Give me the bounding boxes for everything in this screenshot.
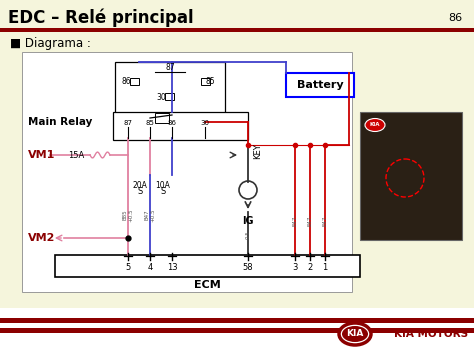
Text: 2: 2 [307,262,313,272]
Bar [201,78,210,85]
Bar [360,112,462,240]
Text: 30: 30 [156,92,166,102]
Bar [286,73,354,97]
Text: IG: IG [242,216,254,226]
Text: 3: 3 [292,262,298,272]
Ellipse shape [339,323,371,345]
Text: 85: 85 [205,77,215,87]
Text: 85: 85 [146,120,155,126]
Text: S: S [160,187,165,196]
Ellipse shape [342,326,368,342]
Text: 87: 87 [165,64,175,73]
Bar [0,328,474,333]
Text: E47-: E47- [292,214,298,226]
Text: E47-: E47- [322,214,328,226]
Text: 30: 30 [201,120,210,126]
Text: B47
+0.5: B47 +0.5 [145,208,155,222]
Text: 0.5: 0.5 [246,231,250,239]
Text: KIA: KIA [346,329,364,339]
Bar [155,113,169,123]
Bar [130,78,139,85]
Text: 20A: 20A [133,180,147,190]
Text: E47-: E47- [308,214,312,226]
Bar [165,93,174,100]
Text: 86: 86 [448,13,462,23]
Text: ECM: ECM [193,280,220,290]
Bar [0,28,474,31]
Text: VM2: VM2 [28,233,55,243]
Text: EDC – Relé principal: EDC – Relé principal [8,9,193,27]
Text: 87: 87 [124,120,133,126]
Bar [22,52,352,292]
Text: 86: 86 [167,120,176,126]
Text: 4: 4 [147,262,153,272]
Text: S: S [137,187,143,196]
Text: 1: 1 [322,262,328,272]
Text: 10A: 10A [155,180,171,190]
Text: KIA MOTORS: KIA MOTORS [394,329,468,339]
Text: 58: 58 [243,262,253,272]
Text: VM1: VM1 [28,150,55,160]
Bar [115,62,225,117]
Text: KEY: KEY [254,143,263,159]
Text: B85
+0.5: B85 +0.5 [123,208,133,222]
Text: 15A: 15A [68,150,84,159]
Text: Main Relay: Main Relay [28,117,92,127]
Text: 5: 5 [126,262,131,272]
Bar [0,308,474,349]
Bar [55,255,360,277]
Text: KIA: KIA [370,122,380,127]
Text: ■ Diagrama :: ■ Diagrama : [10,37,91,50]
Bar [0,318,474,323]
Text: 13: 13 [167,262,177,272]
Text: Battery: Battery [297,80,343,90]
Text: 86: 86 [121,77,131,87]
Bar [113,112,248,140]
Ellipse shape [365,119,385,132]
